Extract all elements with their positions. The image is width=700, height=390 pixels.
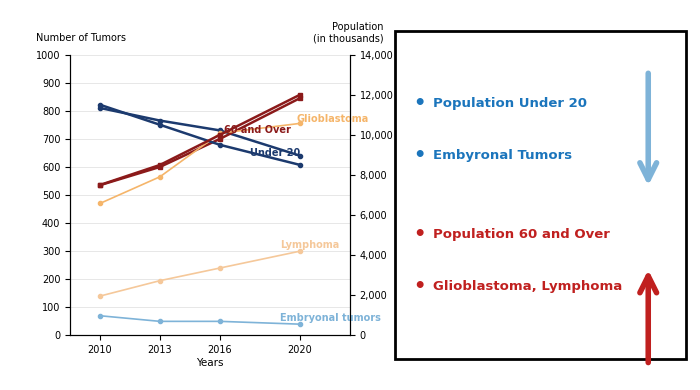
Line: Lymphoma: Lymphoma — [98, 249, 302, 298]
Text: Embyronal Tumors: Embyronal Tumors — [433, 149, 573, 162]
Glioblastoma — [96, 201, 104, 206]
Text: Population Under 20: Population Under 20 — [433, 97, 587, 110]
Legend: Embryonal tumors, Glioblastoma, Lymphoma, Under 20, 60 and Over: Embryonal tumors, Glioblastoma, Lymphoma… — [47, 388, 289, 390]
Under 20 pop — [216, 142, 224, 147]
Glioblastoma — [296, 121, 304, 126]
Lymphoma — [296, 249, 304, 254]
Under 20 — [156, 118, 164, 123]
Line: Glioblastoma: Glioblastoma — [98, 121, 302, 206]
Glioblastoma — [216, 131, 224, 136]
Text: Population
(in thousands): Population (in thousands) — [313, 22, 384, 43]
60 and Over — [96, 183, 104, 188]
60 and Over — [156, 165, 164, 169]
Text: Glioblastoma, Lymphoma: Glioblastoma, Lymphoma — [433, 280, 622, 293]
Lymphoma — [216, 266, 224, 270]
60 and Over pop — [216, 133, 224, 137]
Line: Under 20 pop: Under 20 pop — [98, 103, 302, 167]
Embryonal tumors — [216, 319, 224, 324]
Text: Lymphoma: Lymphoma — [280, 240, 340, 250]
Embryonal tumors — [156, 319, 164, 324]
Under 20 — [96, 106, 104, 110]
Text: •: • — [413, 277, 426, 296]
Under 20 pop — [96, 103, 104, 107]
X-axis label: Years: Years — [196, 358, 224, 368]
Under 20 — [296, 153, 304, 158]
Text: Number of Tumors: Number of Tumors — [36, 34, 127, 43]
Under 20 — [216, 128, 224, 133]
Embryonal tumors — [96, 314, 104, 318]
60 and Over pop — [296, 92, 304, 97]
Lymphoma — [96, 294, 104, 298]
Lymphoma — [156, 278, 164, 283]
Text: Glioblastoma: Glioblastoma — [296, 114, 368, 124]
Embryonal tumors — [296, 322, 304, 326]
Text: •: • — [413, 146, 426, 165]
Line: 60 and Over pop: 60 and Over pop — [98, 93, 302, 187]
Text: •: • — [413, 94, 426, 113]
Text: Population 60 and Over: Population 60 and Over — [433, 228, 610, 241]
Line: 60 and Over: 60 and Over — [98, 96, 302, 187]
Under 20 pop — [156, 122, 164, 127]
FancyBboxPatch shape — [395, 31, 686, 359]
60 and Over pop — [96, 183, 104, 187]
60 and Over pop — [156, 163, 164, 167]
Under 20 pop — [296, 163, 304, 167]
Text: Under 20: Under 20 — [250, 148, 300, 158]
Line: Under 20: Under 20 — [98, 106, 302, 158]
Glioblastoma — [156, 174, 164, 179]
60 and Over — [296, 96, 304, 101]
Text: 60 and Over: 60 and Over — [224, 125, 291, 135]
Text: Embryonal tumors: Embryonal tumors — [280, 313, 381, 323]
Text: •: • — [413, 225, 426, 244]
60 and Over — [216, 136, 224, 141]
Line: Embryonal tumors: Embryonal tumors — [98, 314, 302, 326]
